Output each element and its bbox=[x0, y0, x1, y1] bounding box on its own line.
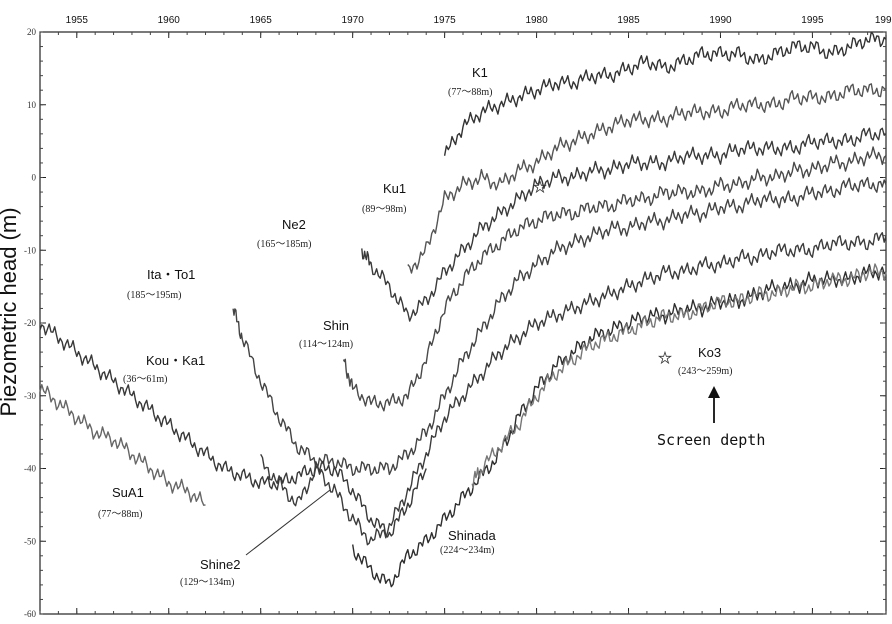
x-tick-label: 1980 bbox=[525, 15, 548, 26]
x-axis-ticks: 1955 1960 1965 1970 1975 1980 1985 1990 1995 1999 bbox=[39, 15, 892, 614]
depth-sua1: (77〜88m) bbox=[98, 509, 142, 520]
series-line-ne2 bbox=[361, 127, 887, 322]
plot-border bbox=[39, 31, 887, 615]
x-tick-label: 1999 bbox=[875, 15, 892, 26]
depth-k1: (77〜88m) bbox=[448, 87, 492, 98]
label-ko3: Ko3 bbox=[698, 345, 721, 360]
x-tick-label: 1975 bbox=[433, 15, 456, 26]
x-tick-label: 1995 bbox=[801, 15, 824, 26]
y-tick-label: -40 bbox=[24, 464, 36, 474]
series-line-ku1 bbox=[407, 83, 887, 274]
label-sua1: SuA1 bbox=[112, 485, 144, 500]
screen-depth-label: Screen depth bbox=[657, 431, 765, 449]
series-line-unlabeled bbox=[471, 263, 887, 489]
shine2-leader-line bbox=[245, 489, 331, 556]
series-line-kou-ka1 bbox=[39, 323, 427, 538]
y-tick-label: -30 bbox=[24, 391, 36, 401]
star-icon: ★ bbox=[533, 179, 546, 196]
plot-frame bbox=[39, 31, 887, 615]
star-icon: ★ bbox=[658, 350, 671, 367]
label-shinada: Shinada bbox=[448, 528, 496, 543]
y-tick-label: -10 bbox=[24, 245, 36, 255]
series-line-shine2 bbox=[260, 231, 887, 546]
depth-ita-to1: (185〜195m) bbox=[127, 290, 181, 301]
depth-shin: (114〜124m) bbox=[299, 339, 353, 350]
x-tick-label: 1985 bbox=[617, 15, 640, 26]
depth-shinada: (224〜234m) bbox=[440, 545, 494, 556]
x-tick-label: 1990 bbox=[709, 15, 732, 26]
screen-depth-arrowhead bbox=[708, 386, 720, 398]
depth-ne2: (165〜185m) bbox=[257, 239, 311, 250]
label-shine2: Shine2 bbox=[200, 557, 240, 572]
label-ku1: Ku1 bbox=[383, 181, 406, 196]
depth-shine2: (129〜134m) bbox=[180, 577, 234, 588]
label-ne2: Ne2 bbox=[282, 217, 306, 232]
x-tick-label: 1965 bbox=[250, 15, 273, 26]
series-line-sua1 bbox=[39, 384, 206, 506]
y-tick-label: -60 bbox=[24, 609, 36, 619]
label-k1: K1 bbox=[472, 65, 488, 80]
depth-kou-ka1: (36〜61m) bbox=[123, 374, 167, 385]
depth-ko3: (243〜259m) bbox=[678, 366, 732, 377]
series-lines bbox=[39, 31, 887, 588]
x-tick-label: 1955 bbox=[66, 15, 89, 26]
y-tick-label: 20 bbox=[27, 27, 37, 37]
series-line-k1 bbox=[443, 31, 887, 156]
y-tick-label: 0 bbox=[32, 173, 37, 183]
y-tick-label: -50 bbox=[24, 536, 36, 546]
series-line-shin bbox=[342, 146, 887, 412]
y-axis-title: Piezometric head (m) bbox=[0, 207, 21, 416]
label-shin: Shin bbox=[323, 318, 349, 333]
label-kou-ka1: Kou・Ka1 bbox=[146, 353, 205, 368]
y-tick-label: 10 bbox=[27, 100, 37, 110]
x-tick-label: 1960 bbox=[158, 15, 181, 26]
label-ita-to1: Ita・To1 bbox=[147, 267, 195, 282]
x-tick-label: 1970 bbox=[342, 15, 365, 26]
y-tick-label: -20 bbox=[24, 318, 36, 328]
depth-ku1: (89〜98m) bbox=[362, 204, 406, 215]
series-line-shinada bbox=[352, 263, 887, 588]
